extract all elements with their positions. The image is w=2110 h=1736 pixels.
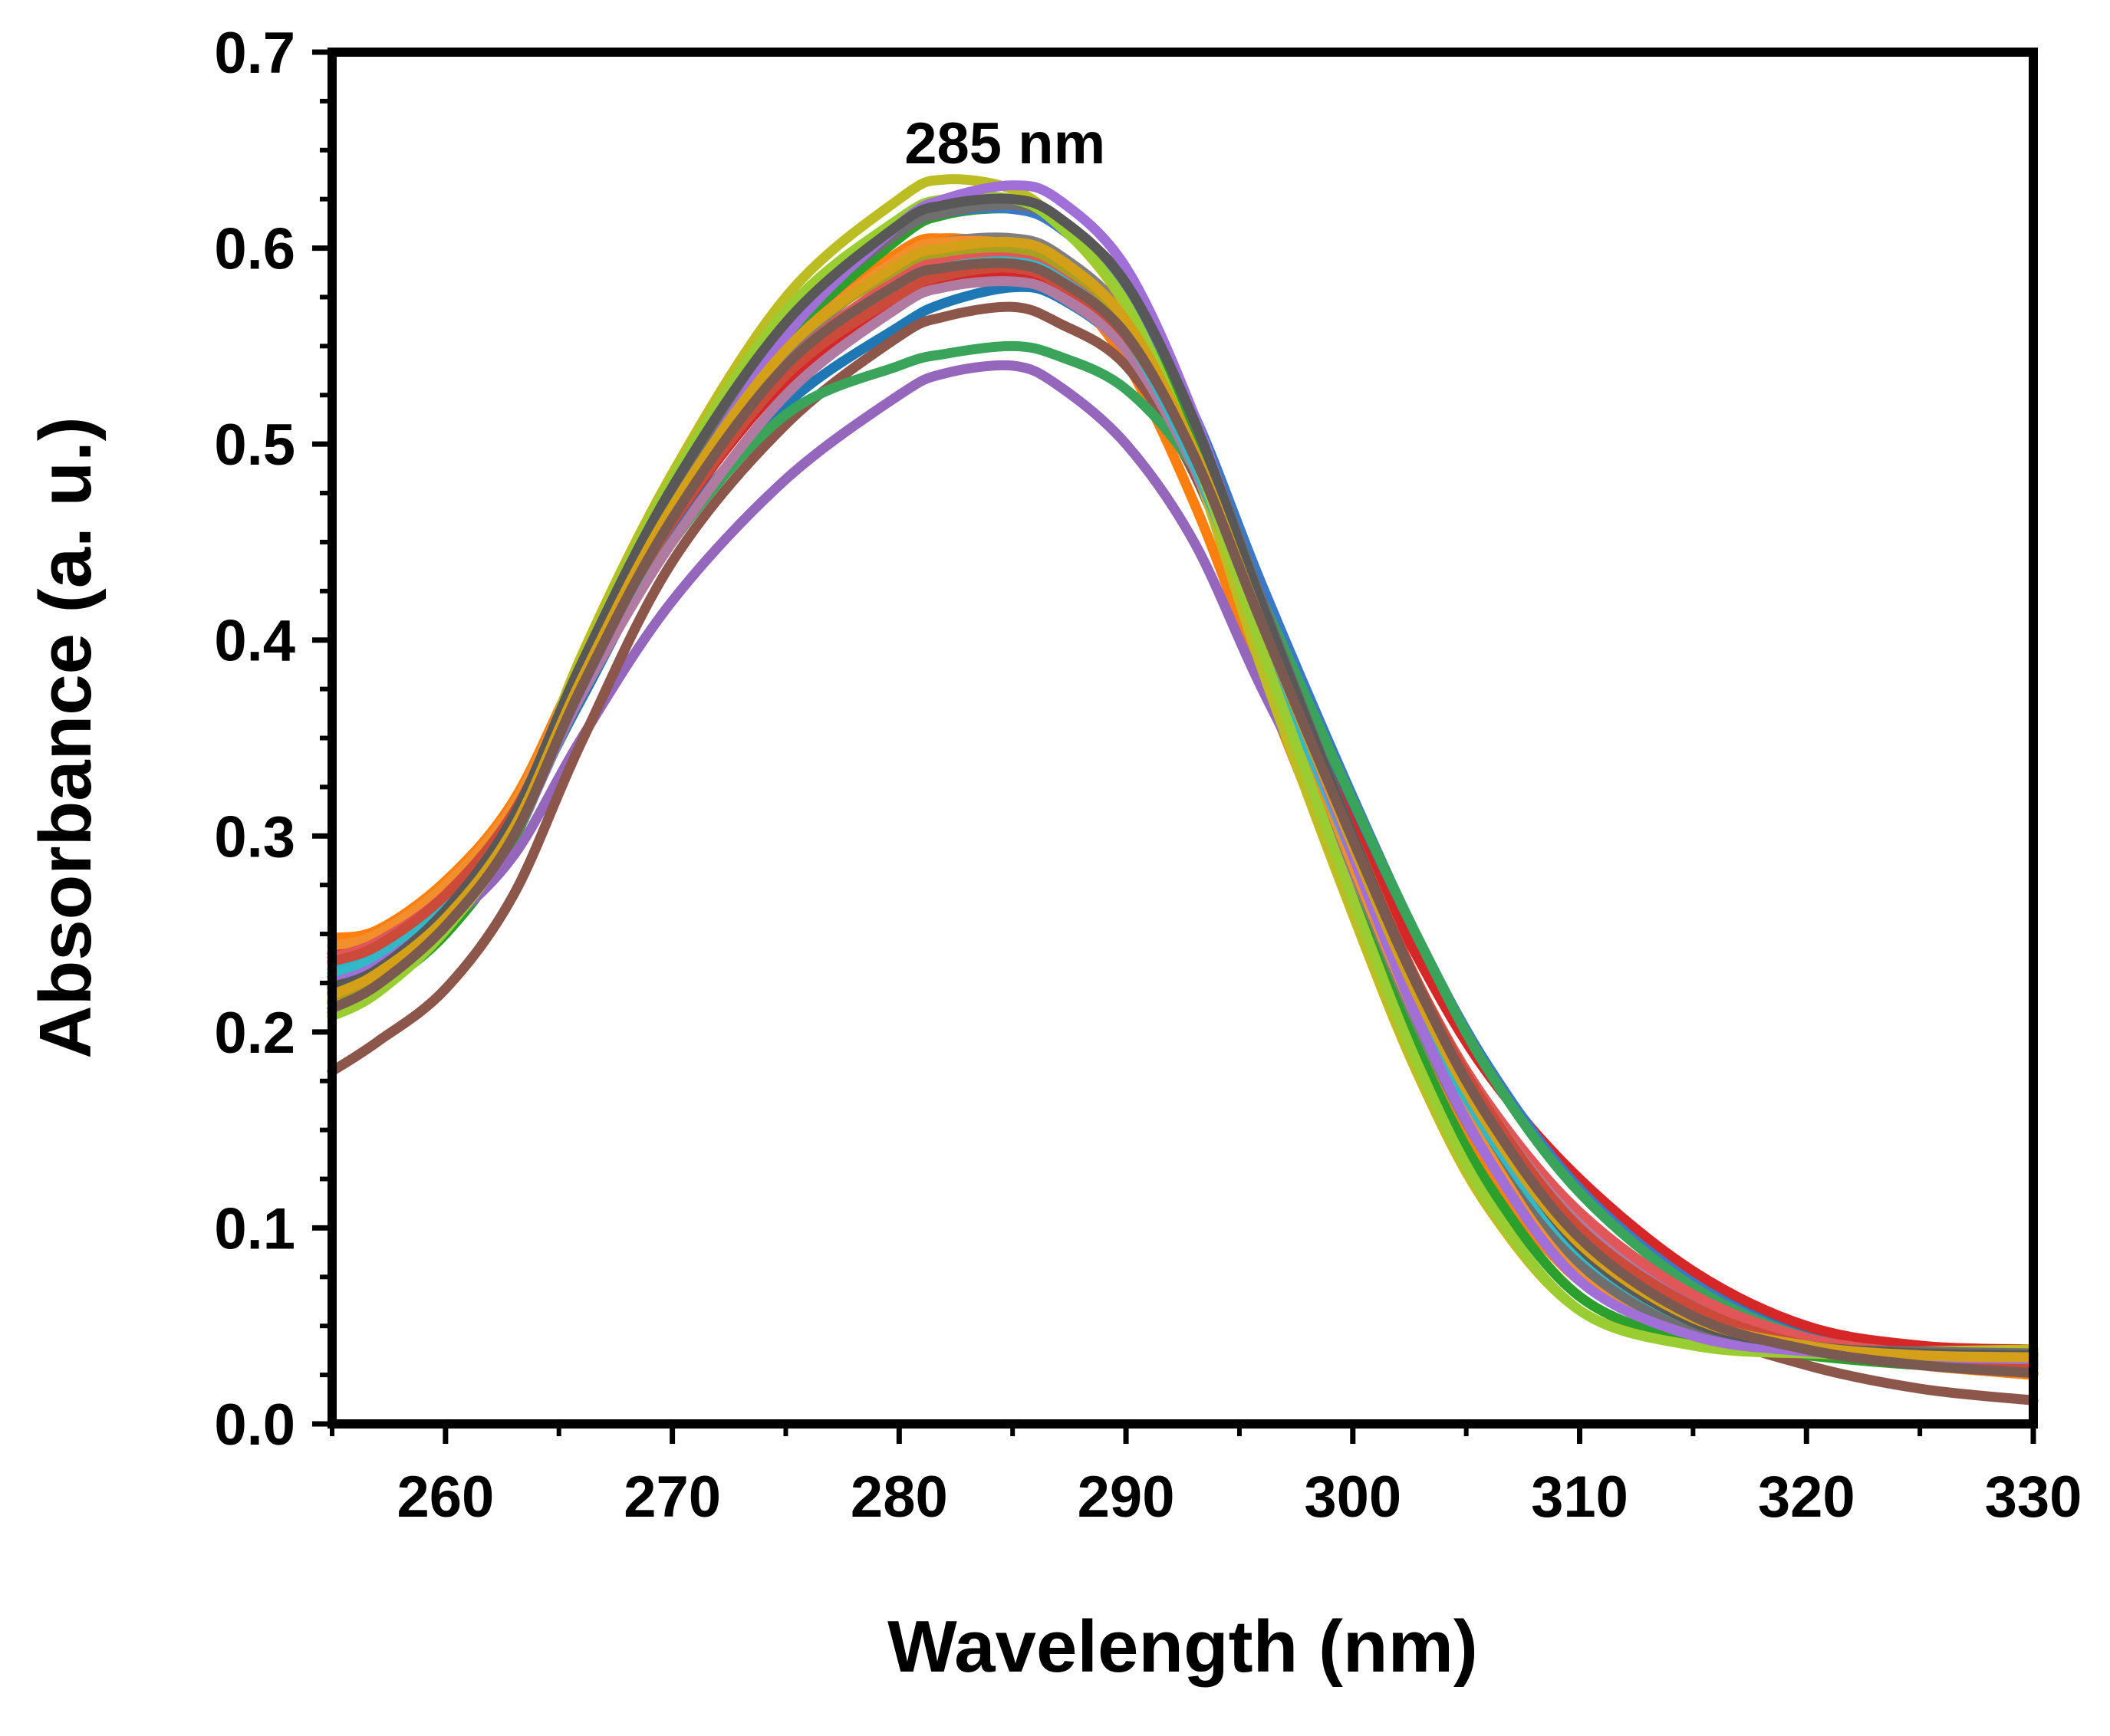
x-axis-title: Wavelength (nm)	[887, 1606, 1478, 1688]
series-line-22	[327, 193, 2039, 1360]
series-layer	[327, 174, 2039, 1406]
x-tick-label: 310	[1531, 1465, 1628, 1530]
x-tick-label: 300	[1304, 1465, 1401, 1530]
y-tick-label: 0.4	[214, 609, 295, 674]
x-tick-label: 330	[1985, 1465, 2082, 1530]
series-line-9	[327, 174, 2039, 1359]
y-tick-label: 0.7	[214, 21, 295, 86]
series-line-24	[327, 258, 2039, 1379]
y-tick-label: 0.3	[214, 804, 295, 870]
x-tick-label: 260	[397, 1465, 494, 1530]
peak-annotation: 285 nm	[904, 111, 1105, 176]
y-tick-label: 0.5	[214, 413, 295, 478]
series-line-21	[327, 180, 2039, 1365]
y-tick-label: 0.6	[214, 217, 295, 282]
y-tick-label: 0.1	[214, 1196, 295, 1261]
x-tick-label: 290	[1078, 1465, 1175, 1530]
series-line-19	[327, 191, 2039, 1361]
x-tick-label: 280	[851, 1465, 948, 1530]
y-tick-label: 0.0	[214, 1392, 295, 1458]
y-axis-title: Absorbance (a. u.)	[25, 416, 107, 1058]
series-line-13	[327, 340, 2039, 1365]
x-tick-label: 320	[1758, 1465, 1855, 1530]
series-line-5	[327, 360, 2039, 1363]
y-tick-label: 0.2	[214, 1001, 295, 1066]
tick-layer: 260 270 280 290 300 310 320 330 0.0 0.1 0.2 0.3 0.4 0…	[214, 21, 2082, 1530]
x-tick-label: 270	[624, 1465, 721, 1530]
